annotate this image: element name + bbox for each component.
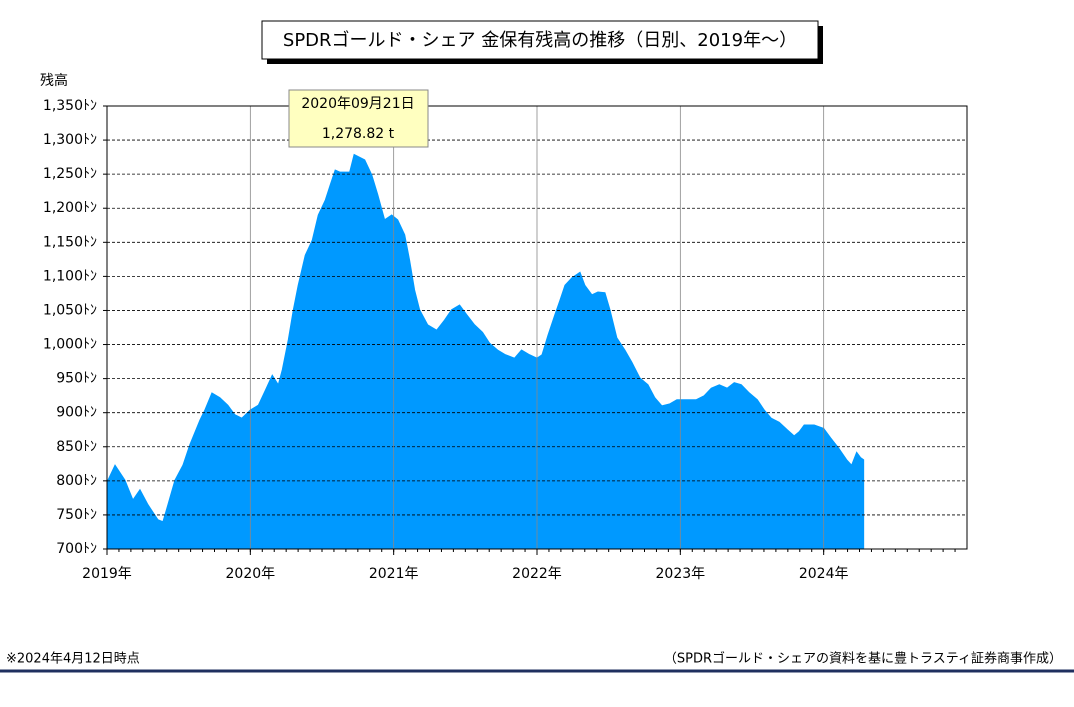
title-box [261, 20, 819, 60]
y-tick-label: 1,350ﾄﾝ [43, 98, 97, 114]
y-tick-label: 1,050ﾄﾝ [43, 302, 97, 318]
x-tick-label: 2019年 [82, 566, 132, 582]
x-tick-label: 2022年 [512, 566, 562, 582]
y-tick-label: 1,150ﾄﾝ [43, 234, 97, 250]
y-tick-label: 1,000ﾄﾝ [43, 337, 97, 353]
source: （SPDRゴールド・シェアの資料を基に豊トラスティ証券商事作成） [664, 651, 1062, 667]
y-tick-label: 1,200ﾄﾝ [43, 200, 97, 216]
y-axis-label: 残高 [40, 72, 68, 89]
x-tick-label: 2023年 [656, 566, 706, 582]
annotation-date: 2020年09月21日 [301, 96, 414, 112]
y-tick-label: 750ﾄﾝ [56, 507, 97, 523]
note: ※2024年4月12日時点 [6, 652, 140, 667]
y-tick-label: 800ﾄﾝ [56, 473, 97, 489]
y-tick-label: 900ﾄﾝ [56, 405, 97, 421]
y-tick-label: 1,250ﾄﾝ [43, 166, 97, 182]
y-tick-label: 950ﾄﾝ [56, 371, 97, 387]
area [106, 153, 865, 550]
annotation-box [288, 89, 429, 148]
y-tick-label: 700ﾄﾝ [56, 541, 97, 557]
y-tick-label: 850ﾄﾝ [56, 439, 97, 455]
x-tick-label: 2024年 [799, 566, 849, 582]
x-tick-label: 2021年 [369, 566, 419, 582]
y-tick-label: 1,300ﾄﾝ [43, 132, 97, 148]
y-tick-label: 1,100ﾄﾝ [43, 268, 97, 284]
plot-frame [106, 105, 968, 550]
annotation-value: 1,278.82 t [322, 126, 395, 142]
chart-title: SPDRゴールド・シェア 金保有残高の推移（日別、2019年～） [283, 30, 797, 51]
x-tick-label: 2020年 [226, 566, 276, 582]
